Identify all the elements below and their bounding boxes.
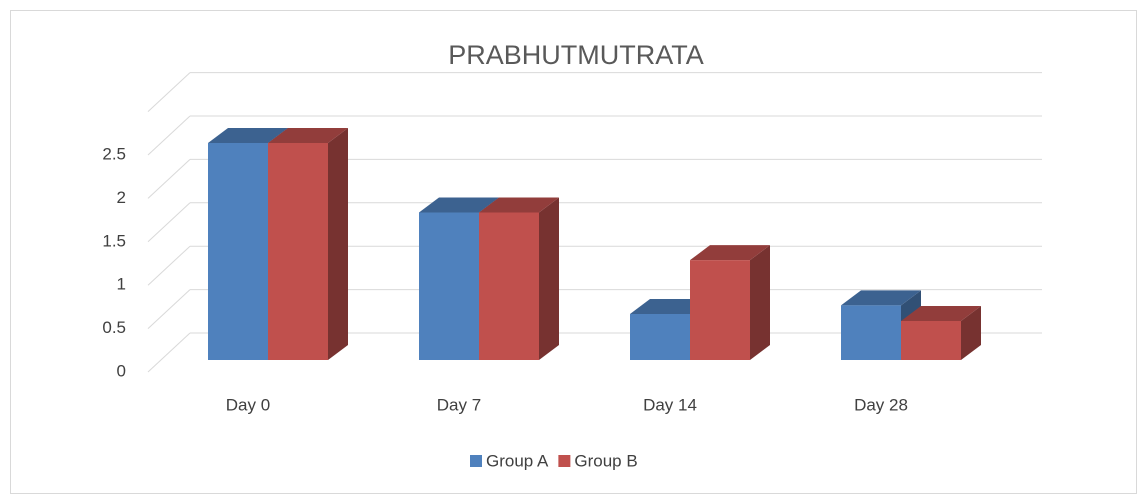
y-tick-label: 0 <box>117 361 126 380</box>
bar-front <box>419 212 479 360</box>
bar-side <box>328 128 348 360</box>
bar <box>901 305 981 360</box>
bar-top <box>841 290 921 306</box>
grid-line <box>147 289 191 329</box>
legend-swatch <box>558 455 571 467</box>
grid-line <box>147 245 191 286</box>
bar-front <box>208 143 268 360</box>
bar <box>690 245 770 360</box>
bar-top <box>268 128 348 143</box>
bar-top <box>690 245 770 261</box>
bar-top <box>419 197 499 213</box>
legend-label: Group B <box>574 451 637 470</box>
legend-label: Group A <box>486 451 549 470</box>
grid-line <box>147 115 191 156</box>
chart-title: PRABHUTMUTRATA <box>448 40 704 70</box>
bar-top <box>479 197 559 213</box>
y-tick-label: 2.5 <box>102 144 126 163</box>
x-tick-label: Day 14 <box>643 395 697 414</box>
bar <box>268 128 348 360</box>
grid-line <box>147 159 191 199</box>
x-tick-label: Day 0 <box>226 395 270 414</box>
bar <box>479 197 559 360</box>
x-tick-label: Day 28 <box>854 395 908 414</box>
bar-side <box>750 245 770 360</box>
bar-front <box>841 305 901 360</box>
y-tick-label: 1 <box>117 275 126 294</box>
y-tick-label: 2 <box>117 188 126 207</box>
legend-swatch <box>470 455 482 467</box>
bar-top <box>208 128 288 143</box>
bar-top <box>901 305 981 321</box>
bar-front <box>268 143 328 360</box>
bar-front <box>690 260 750 360</box>
bar-front <box>630 313 690 360</box>
x-tick-label: Day 7 <box>437 395 481 414</box>
grid-line <box>147 202 191 243</box>
y-tick-label: 1.5 <box>102 231 126 250</box>
chart-frame <box>10 10 1137 494</box>
bar-side <box>961 305 981 360</box>
bar-side <box>539 197 559 360</box>
bar-front <box>479 212 539 360</box>
bar-front <box>901 320 961 360</box>
grid-line <box>147 332 191 373</box>
y-tick-label: 0.5 <box>102 318 126 337</box>
wall-edge <box>147 72 191 112</box>
